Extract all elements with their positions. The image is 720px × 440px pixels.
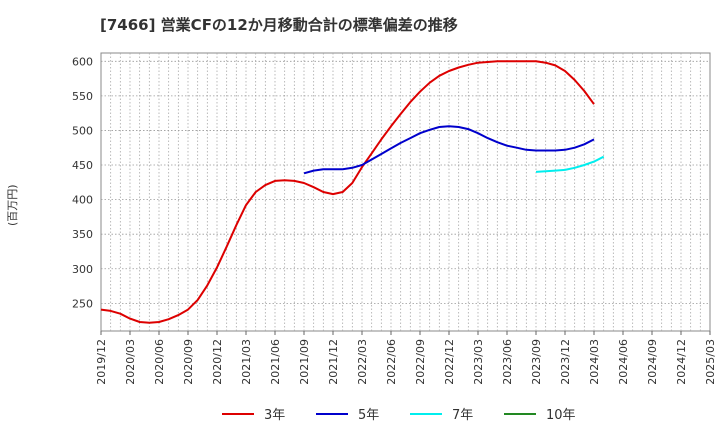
- x-tick-label: 2021/03: [240, 339, 253, 385]
- x-tick-label: 2024/03: [588, 339, 601, 385]
- y-tick-label: 400: [72, 194, 93, 207]
- series-line-3: [535, 155, 605, 173]
- y-tick-label: 500: [72, 124, 93, 137]
- x-tick-label: 2023/03: [472, 339, 485, 385]
- plot-area: [100, 52, 711, 332]
- series-line-1: [100, 60, 595, 324]
- x-tick-label: 2023/12: [559, 339, 572, 385]
- x-tick-label: 2022/09: [414, 339, 427, 385]
- x-tick-label: 2019/12: [95, 339, 108, 385]
- x-tick-label: 2024/12: [675, 339, 688, 385]
- y-tick-label: 600: [72, 55, 93, 68]
- x-tick-label: 2024/06: [617, 339, 630, 385]
- x-tick-label: 2022/06: [385, 339, 398, 385]
- y-tick-label: 350: [72, 228, 93, 241]
- y-tick-label: 450: [72, 159, 93, 172]
- x-tick-label: 2023/09: [530, 339, 543, 385]
- legend-label-3: 7年: [452, 408, 473, 423]
- x-tick-label: 2020/12: [211, 339, 224, 385]
- x-tick-label: 2020/09: [182, 339, 195, 385]
- y-tick-label: 550: [72, 90, 93, 103]
- x-tick-label: 2021/06: [269, 339, 282, 385]
- chart-title: [7466] 営業CFの12か月移動合計の標準偏差の推移: [100, 16, 458, 34]
- y-tick-label: 250: [72, 297, 93, 310]
- x-tick-label: 2022/12: [443, 339, 456, 385]
- x-tick-label: 2025/03: [704, 339, 717, 385]
- x-tick-label: 2022/03: [356, 339, 369, 385]
- y-tick-label: 300: [72, 263, 93, 276]
- x-tick-label: 2020/03: [124, 339, 137, 385]
- x-tick-label: 2021/12: [327, 339, 340, 385]
- series-line-2: [303, 125, 595, 175]
- legend-label-4: 10年: [546, 408, 576, 423]
- x-tick-label: 2023/06: [501, 339, 514, 385]
- x-tick-label: 2021/09: [298, 339, 311, 385]
- legend-label-1: 3年: [264, 408, 285, 423]
- x-tick-label: 2024/09: [646, 339, 659, 385]
- legend-label-2: 5年: [358, 408, 379, 423]
- x-tick-label: 2020/06: [153, 339, 166, 385]
